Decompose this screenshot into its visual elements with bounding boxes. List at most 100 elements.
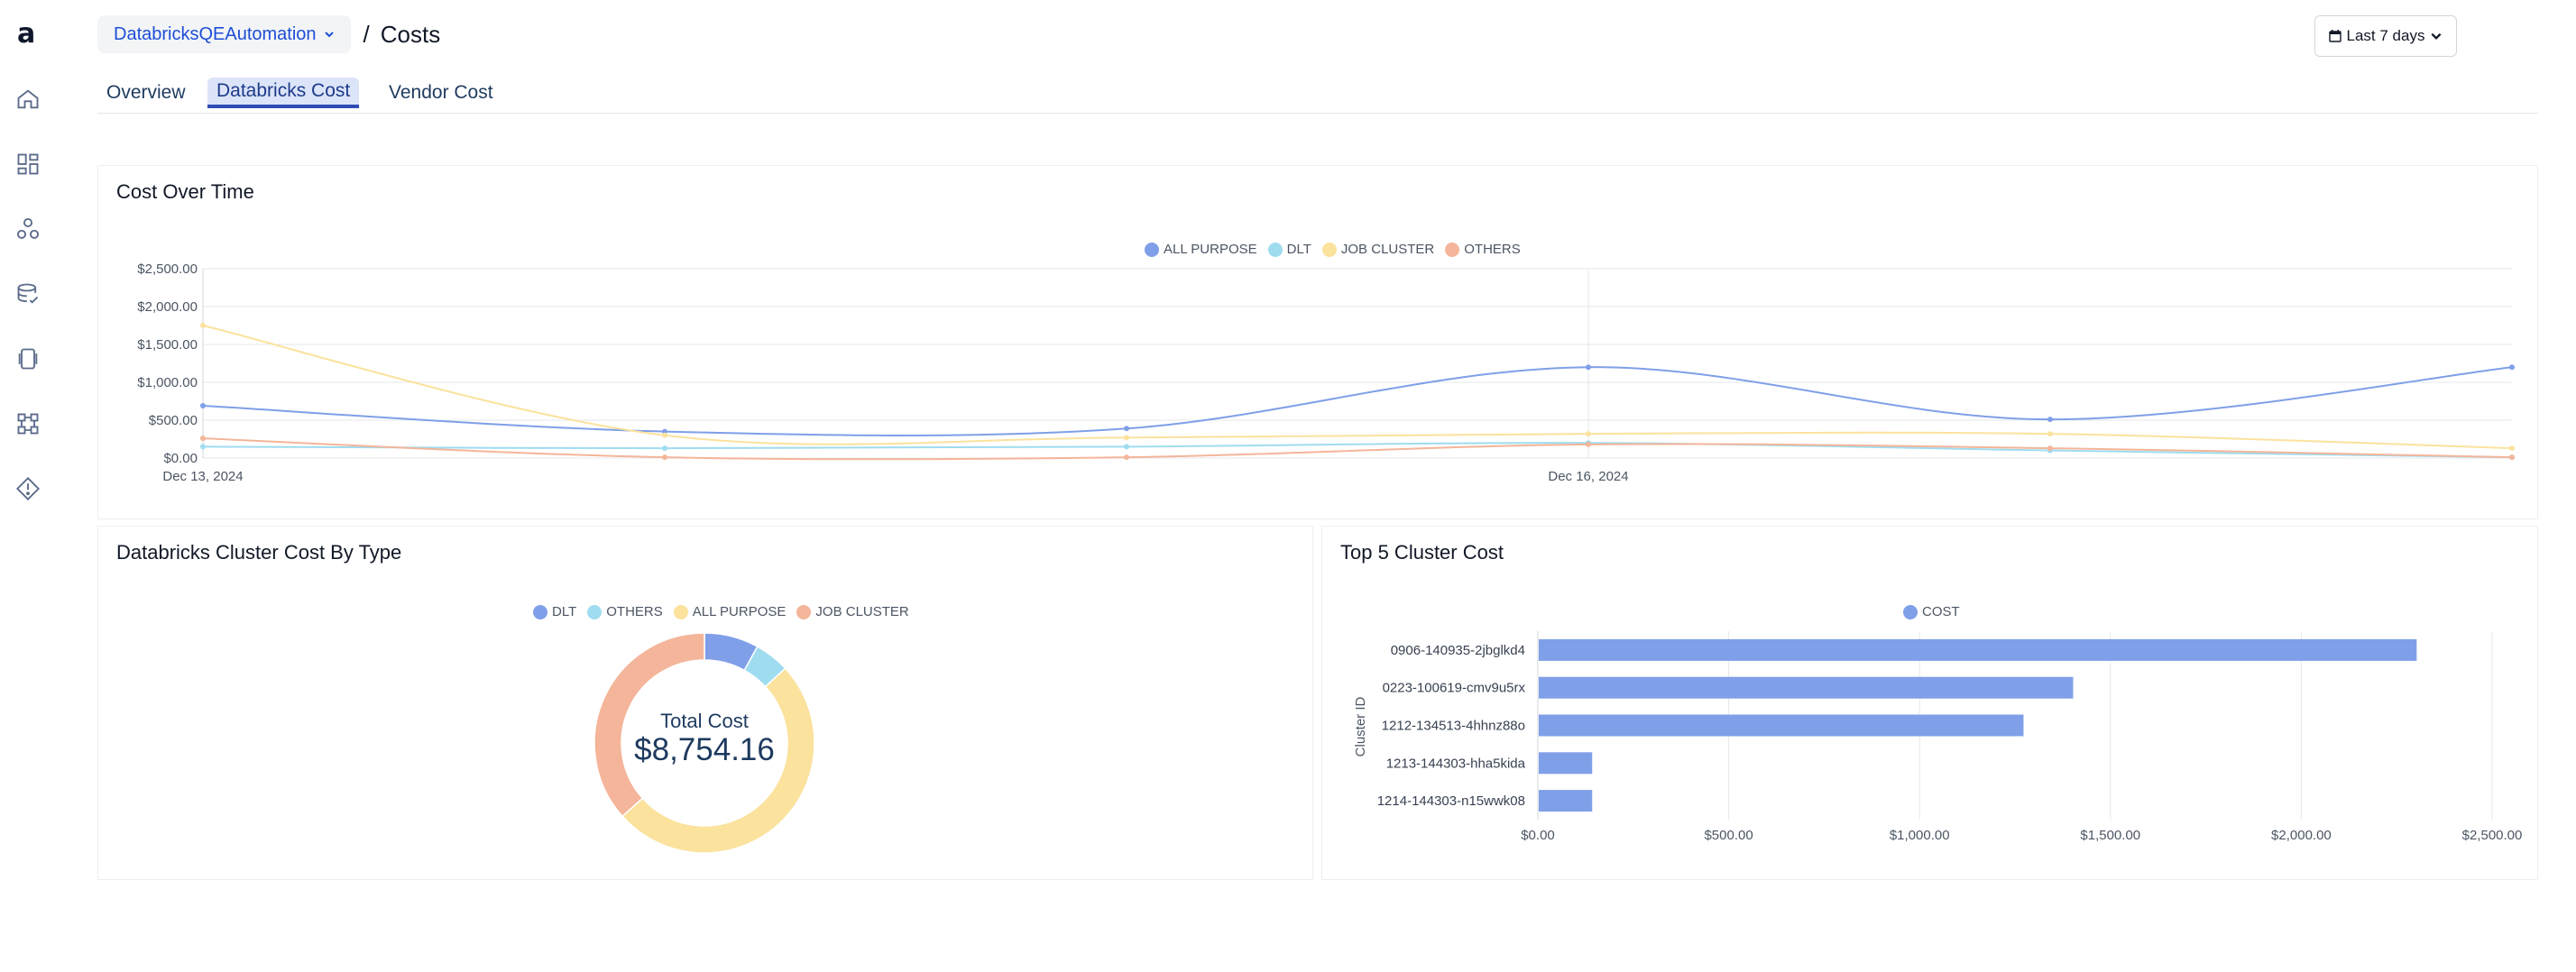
data-point-others[interactable] <box>1586 441 1591 447</box>
legend-label: ALL PURPOSE <box>692 604 787 619</box>
top5-bar-chart: Cluster ID $0.00 $500.00 $1,000.00 $1,500.0… <box>1353 631 2523 843</box>
legend-label: DLT <box>552 604 577 619</box>
page-header: DatabricksQEAutomation / Costs <box>97 14 440 54</box>
home-icon[interactable] <box>15 87 41 112</box>
legend-item-all-purpose[interactable]: ALL PURPOSE <box>1145 242 1257 257</box>
y-tick-label: 0906-140935-2jbglkd4 <box>1391 643 1525 658</box>
donut-slice-job-cluster[interactable] <box>593 632 705 818</box>
top5-y-axis-label: Cluster ID <box>1353 696 1368 757</box>
breadcrumb-separator: / <box>363 20 370 48</box>
y-tick-label: $1,000.00 <box>137 375 198 390</box>
data-point-all-purpose[interactable] <box>200 403 206 409</box>
sidebar: a <box>0 0 56 972</box>
date-range-label: Last 7 days <box>2346 27 2425 44</box>
legend-label: COST <box>1922 604 1960 619</box>
data-point-all-purpose[interactable] <box>2509 364 2515 371</box>
series-line-dlt[interactable] <box>202 442 2513 459</box>
legend-label: DLT <box>1286 242 1311 257</box>
bar[interactable] <box>1539 790 1593 812</box>
x-tick-label: Dec 16, 2024 <box>1548 469 1628 484</box>
legend-item-dlt[interactable]: DLT <box>1267 242 1311 257</box>
cost-by-type-legend: DLT OTHERS ALL PURPOSE JOB CLUSTER <box>533 604 909 619</box>
data-point-others[interactable] <box>200 436 206 442</box>
bar[interactable] <box>1539 638 2417 661</box>
legend-label: OTHERS <box>1464 242 1521 257</box>
legend-item-all-purpose[interactable]: ALL PURPOSE <box>673 604 787 619</box>
cost-by-type-donut: Total Cost $8,754.16 <box>593 632 815 854</box>
bar[interactable] <box>1539 752 1593 775</box>
legend-item-cost[interactable]: COST <box>1903 604 1960 619</box>
tab-overview[interactable]: Overview <box>106 82 186 103</box>
series-line-others[interactable] <box>202 437 2513 461</box>
jobs-icon[interactable] <box>15 346 41 371</box>
calendar-icon <box>2328 30 2341 42</box>
cost-over-time-legend: ALL PURPOSE DLT JOB CLUSTER OTHERS <box>1145 242 1521 257</box>
legend-label: OTHERS <box>606 604 663 619</box>
legend-item-job-cluster[interactable]: JOB CLUSTER <box>1321 242 1435 257</box>
y-tick-label: 1212-134513-4hhnz88o <box>1382 719 1525 734</box>
y-tick-label: $0.00 <box>163 451 198 466</box>
cluster-icon[interactable] <box>15 216 41 242</box>
data-point-job-cluster[interactable] <box>2509 445 2515 452</box>
data-point-job-cluster[interactable] <box>2047 431 2053 437</box>
series-line-all-purpose[interactable] <box>202 366 2513 436</box>
y-tick-label: 0223-100619-cmv9u5rx <box>1383 681 1526 696</box>
data-point-all-purpose[interactable] <box>1586 364 1591 371</box>
data-point-others[interactable] <box>1124 454 1129 461</box>
series-line-job-cluster[interactable] <box>202 325 2513 450</box>
date-range-button[interactable]: Last 7 days <box>2314 15 2457 57</box>
x-tick-label: $1,000.00 <box>1890 828 1950 843</box>
y-tick-label: $2,500.00 <box>137 261 198 277</box>
y-tick-label: $500.00 <box>149 413 198 428</box>
page-title: Costs <box>380 20 441 48</box>
legend-item-dlt[interactable]: DLT <box>533 604 576 619</box>
app-logo[interactable]: a <box>17 18 36 50</box>
data-point-dlt[interactable] <box>662 445 667 452</box>
data-point-dlt[interactable] <box>1124 444 1129 450</box>
tab-bar: Overview Databricks Cost Vendor Cost <box>97 74 2538 114</box>
data-point-others[interactable] <box>2509 454 2515 461</box>
bar[interactable] <box>1539 676 2074 699</box>
data-point-others[interactable] <box>2047 445 2053 452</box>
data-point-job-cluster[interactable] <box>1124 435 1129 441</box>
data-point-job-cluster[interactable] <box>1586 431 1591 437</box>
donut-center-label: Total Cost <box>660 710 749 732</box>
y-tick-label: $1,500.00 <box>137 337 198 353</box>
chevron-down-icon <box>2431 32 2442 40</box>
data-point-job-cluster[interactable] <box>662 432 667 438</box>
tab-vendor-cost[interactable]: Vendor Cost <box>389 82 493 103</box>
workflow-icon[interactable] <box>15 411 41 436</box>
top5-title: Top 5 Cluster Cost <box>1340 541 1504 564</box>
x-tick-label: $2,000.00 <box>2271 828 2332 843</box>
alert-icon[interactable] <box>15 476 41 501</box>
legend-label: ALL PURPOSE <box>1164 242 1257 257</box>
cost-over-time-title: Cost Over Time <box>116 180 254 203</box>
cost-over-time-card: Cost Over Time ALL PURPOSE DLT JOB CLUST… <box>97 165 2538 519</box>
dashboard-icon[interactable] <box>15 151 41 177</box>
x-tick-label: $1,500.00 <box>2080 828 2140 843</box>
tab-databricks-cost[interactable]: Databricks Cost <box>207 78 360 108</box>
x-tick-label: $2,500.00 <box>2462 828 2523 843</box>
x-tick-label: $0.00 <box>1521 828 1555 843</box>
cost-by-type-card: Databricks Cluster Cost By Type DLT OTHE… <box>97 526 1313 880</box>
data-point-dlt[interactable] <box>200 444 206 450</box>
database-icon[interactable] <box>15 281 41 307</box>
workspace-select[interactable]: DatabricksQEAutomation <box>97 15 351 53</box>
legend-item-others[interactable]: OTHERS <box>587 604 663 619</box>
data-point-all-purpose[interactable] <box>2047 417 2053 423</box>
legend-label: JOB CLUSTER <box>1340 242 1435 257</box>
legend-item-others[interactable]: OTHERS <box>1445 242 1521 257</box>
donut-slice-all-purpose[interactable] <box>621 667 815 854</box>
x-tick-label: $500.00 <box>1704 828 1753 843</box>
data-point-all-purpose[interactable] <box>662 428 667 435</box>
y-tick-label: 1213-144303-hha5kida <box>1386 756 1526 771</box>
data-point-job-cluster[interactable] <box>200 323 206 328</box>
cost-by-type-title: Databricks Cluster Cost By Type <box>116 541 402 564</box>
bar[interactable] <box>1539 714 2024 737</box>
legend-label: JOB CLUSTER <box>815 604 909 619</box>
legend-item-job-cluster[interactable]: JOB CLUSTER <box>796 604 909 619</box>
data-point-others[interactable] <box>662 454 667 461</box>
top5-cluster-cost-card: Top 5 Cluster Cost COST Cluster ID $0.00… <box>1321 526 2538 880</box>
donut-center-value: $8,754.16 <box>634 732 775 767</box>
data-point-all-purpose[interactable] <box>1124 426 1129 432</box>
